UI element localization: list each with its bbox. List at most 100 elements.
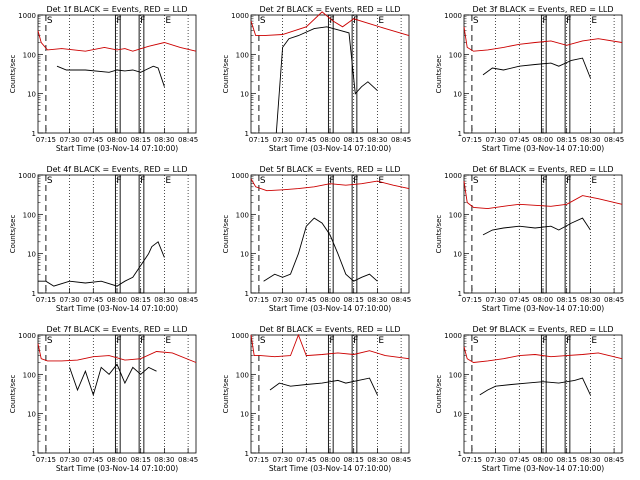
marker-letter: E — [591, 16, 597, 26]
x-tick-label: 08:00 — [320, 456, 340, 464]
interval-box-2 — [564, 334, 571, 454]
marker-letter: S — [47, 176, 53, 186]
y-axis-label: Counts/sec — [222, 375, 230, 414]
panel-4: Det 4f BLACK = Events, RED = LLD 1 10 100 10… — [9, 165, 198, 313]
y-tick-label: 100 — [23, 371, 36, 379]
events-series-line — [69, 363, 157, 397]
panel-7: Det 7f BLACK = Events, RED = LLD 1 10 100 10… — [9, 325, 198, 473]
y-tick-label: 1 — [458, 290, 462, 298]
x-axis-label: Start Time (03-Nov-14 07:10:00) — [482, 304, 604, 313]
y-tick-label: 1 — [32, 290, 36, 298]
y-tick-label: 10 — [240, 91, 249, 99]
x-tick-label: 08:15 — [344, 136, 364, 144]
marker-letter: F — [329, 336, 334, 346]
y-tick-label: 100 — [23, 211, 36, 219]
x-tick-label: 08:00 — [320, 136, 340, 144]
x-tick-label: 08:45 — [178, 456, 198, 464]
x-axis-label: Start Time (03-Nov-14 07:10:00) — [56, 304, 178, 313]
x-tick-label: 08:45 — [604, 456, 624, 464]
y-tick-label: 100 — [23, 51, 36, 59]
y-tick-label: 1 — [32, 450, 36, 458]
marker-letter: F — [353, 336, 358, 346]
x-tick-label: 07:30 — [486, 456, 506, 464]
y-tick-label: 100 — [449, 371, 462, 379]
x-tick-label: 07:15 — [249, 296, 269, 304]
panel-5: Det 5f BLACK = Events, RED = LLD 1 10 100 10… — [222, 165, 411, 313]
marker-letter: F — [542, 16, 547, 26]
x-tick-label: 08:15 — [131, 296, 151, 304]
interval-box-1 — [114, 174, 121, 294]
y-tick-label: 1 — [245, 130, 249, 138]
marker-letter: E — [378, 176, 384, 186]
lld-series-line — [37, 343, 197, 363]
panel-title: Det 2f BLACK = Events, RED = LLD — [259, 5, 400, 14]
interval-box-1 — [327, 174, 334, 294]
x-tick-label: 08:15 — [344, 456, 364, 464]
events-series-line — [479, 377, 591, 396]
x-tick-label: 07:15 — [249, 136, 269, 144]
y-tick-label: 1000 — [18, 12, 36, 20]
marker-letter: E — [378, 16, 384, 26]
x-tick-label: 07:45 — [509, 456, 529, 464]
y-tick-label: 1000 — [18, 172, 36, 180]
x-tick-label: 07:45 — [83, 456, 103, 464]
x-tick-label: 08:00 — [107, 456, 127, 464]
y-axis-label: Counts/sec — [222, 215, 230, 254]
events-series-line — [482, 57, 591, 79]
x-tick-label: 08:30 — [580, 136, 600, 144]
marker-letter: F — [542, 336, 547, 346]
marker-letter: S — [473, 336, 479, 346]
x-axis-label: Start Time (03-Nov-14 07:10:00) — [56, 144, 178, 153]
x-tick-label: 07:15 — [462, 136, 482, 144]
x-axis-label: Start Time (03-Nov-14 07:10:00) — [269, 304, 391, 313]
x-tick-label: 08:45 — [391, 136, 411, 144]
x-tick-label: 07:45 — [509, 296, 529, 304]
x-tick-label: 08:45 — [391, 456, 411, 464]
x-tick-label: 07:15 — [249, 456, 269, 464]
plot-frame — [250, 14, 410, 134]
marker-letter: F — [566, 176, 571, 186]
y-axis-label: Counts/sec — [435, 215, 443, 254]
y-tick-label: 10 — [27, 411, 36, 419]
y-axis-label: Counts/sec — [435, 55, 443, 94]
interval-box-2 — [138, 334, 145, 454]
y-tick-label: 10 — [27, 91, 36, 99]
x-tick-label: 07:30 — [273, 456, 293, 464]
marker-letter: F — [329, 16, 334, 26]
y-tick-label: 100 — [236, 211, 249, 219]
lld-series-line — [463, 26, 623, 52]
marker-letter: F — [116, 16, 121, 26]
marker-letter: S — [260, 336, 266, 346]
x-tick-label: 08:15 — [131, 456, 151, 464]
marker-letter: E — [591, 336, 597, 346]
y-tick-label: 100 — [236, 371, 249, 379]
x-tick-label: 07:45 — [296, 136, 316, 144]
panel-1: Det 1f BLACK = Events, RED = LLD 1 10 100 10… — [9, 5, 198, 153]
interval-box-2 — [138, 14, 145, 134]
panel-9: Det 9f BLACK = Events, RED = LLD 1 10 100 10… — [435, 325, 624, 473]
lld-series-line — [250, 178, 410, 192]
interval-box-1 — [540, 14, 547, 134]
y-axis-label: Counts/sec — [9, 55, 17, 94]
y-tick-label: 1000 — [444, 172, 462, 180]
panel-title: Det 4f BLACK = Events, RED = LLD — [46, 165, 187, 174]
x-axis-label: Start Time (03-Nov-14 07:10:00) — [269, 144, 391, 153]
x-tick-label: 08:45 — [178, 136, 198, 144]
lld-series-line — [463, 181, 623, 210]
panel-8: Det 8f BLACK = Events, RED = LLD 1 10 100 10… — [222, 325, 411, 473]
interval-box-2 — [564, 14, 571, 134]
y-tick-label: 1000 — [444, 332, 462, 340]
x-tick-label: 08:15 — [344, 296, 364, 304]
y-tick-label: 10 — [453, 251, 462, 259]
y-tick-label: 1 — [458, 130, 462, 138]
x-tick-label: 08:45 — [604, 136, 624, 144]
x-tick-label: 07:15 — [36, 456, 56, 464]
x-tick-label: 08:30 — [580, 456, 600, 464]
marker-letter: S — [260, 16, 266, 26]
panel-title: Det 5f BLACK = Events, RED = LLD — [259, 165, 400, 174]
x-tick-label: 08:45 — [604, 296, 624, 304]
y-axis-label: Counts/sec — [222, 55, 230, 94]
y-tick-label: 10 — [240, 251, 249, 259]
x-axis-label: Start Time (03-Nov-14 07:10:00) — [482, 144, 604, 153]
y-tick-label: 10 — [27, 251, 36, 259]
